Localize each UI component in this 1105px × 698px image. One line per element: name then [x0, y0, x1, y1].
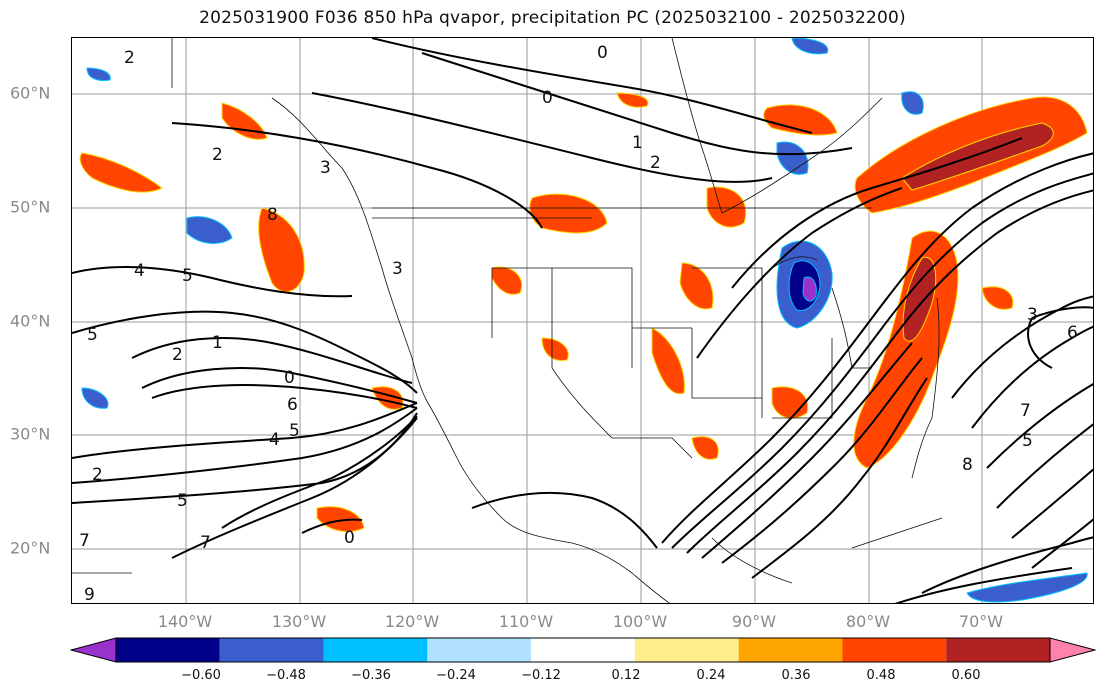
contour-label: 1	[212, 333, 223, 353]
lat-label-50n: 50°N	[10, 197, 51, 217]
colorbar-tick-label: 0.36	[781, 668, 811, 683]
contour-label: 8	[267, 205, 278, 225]
lon-label-130w: 130°W	[271, 612, 327, 631]
lon-label-110w: 110°W	[498, 612, 554, 631]
contour-label: 6	[1067, 323, 1078, 343]
contour-label: 2	[650, 153, 661, 173]
colorbar-outline	[115, 637, 1051, 663]
colorbar-segment	[738, 638, 843, 662]
contour-label: 5	[87, 325, 98, 345]
contour-label: 5	[1022, 431, 1033, 451]
lon-label-140w: 140°W	[157, 612, 213, 631]
lat-label-40n: 40°N	[10, 311, 51, 331]
map-canvas: 0 2 4 5 1 0 2 3 1 2 5 8 2 0 6 5 4 2 5 7 …	[72, 38, 1093, 604]
contour-label: 5	[182, 266, 193, 286]
contour-label: 5	[289, 421, 300, 441]
colorbar-extend-high	[1049, 637, 1096, 663]
contour-label: 7	[79, 531, 90, 551]
colorbar-segment	[634, 638, 739, 662]
lon-label-90w: 90°W	[731, 612, 777, 631]
lon-label-100w: 100°W	[612, 612, 668, 631]
contour-label: 2	[212, 145, 223, 165]
contour-label: 5	[177, 491, 188, 511]
colorbar-tick-label: 0.12	[611, 668, 641, 683]
contour-label: 7	[200, 533, 211, 553]
colorbar-segment	[946, 638, 1050, 662]
colorbar-segment	[116, 638, 220, 662]
contour-label: 2	[92, 465, 103, 485]
contour-label: 0	[344, 528, 355, 548]
contour-label: 9	[84, 585, 95, 604]
contour-label: 4	[134, 261, 145, 281]
colorbar-segment	[427, 638, 532, 662]
lat-label-60n: 60°N	[10, 83, 51, 103]
colorbar-tick-label: 0.60	[951, 668, 981, 683]
contour-label: 3	[1027, 305, 1038, 325]
colorbar-segment	[323, 638, 428, 662]
contour-label: 2	[124, 48, 135, 68]
contour-label: 0	[542, 88, 553, 108]
lon-label-80w: 80°W	[845, 612, 891, 631]
lat-label-30n: 30°N	[10, 424, 51, 444]
colorbar-extend-low	[70, 637, 117, 663]
contour-label: 3	[392, 259, 403, 279]
contour-label: 7	[1020, 401, 1031, 421]
lon-label-70w: 70°W	[958, 612, 1004, 631]
colorbar-tick-label: −0.60	[181, 668, 221, 683]
colorbar-tick-label: 0.48	[866, 668, 896, 683]
colorbar	[70, 637, 1096, 663]
lat-label-20n: 20°N	[10, 538, 51, 558]
contour-label: 1	[632, 133, 643, 153]
colorbar-segment	[842, 638, 947, 662]
lon-label-120w: 120°W	[384, 612, 440, 631]
contour-label: 8	[962, 455, 973, 475]
colorbar-tick-label: 0.24	[696, 668, 726, 683]
map-title: 2025031900 F036 850 hPa qvapor, precipit…	[199, 8, 906, 28]
qvapor-contours	[72, 38, 1093, 603]
colorbar-tick-label: −0.24	[436, 668, 476, 683]
contour-label: 6	[287, 395, 298, 415]
map-panel: 0 2 4 5 1 0 2 3 1 2 5 8 2 0 6 5 4 2 5 7 …	[71, 37, 1094, 604]
contour-label: 2	[172, 345, 183, 365]
colorbar-tick-label: −0.48	[266, 668, 306, 683]
contour-labels: 0 2 4 5 1 0 2 3 1 2 5 8 2 0 6 5 4 2 5 7 …	[79, 43, 1078, 604]
colorbar-tick-label: −0.12	[521, 668, 561, 683]
contour-label: 0	[284, 368, 295, 388]
contour-label: 0	[597, 43, 608, 63]
contour-label: 3	[320, 158, 331, 178]
colorbar-segment	[531, 638, 635, 662]
graticule	[72, 38, 1093, 603]
colorbar-tick-label: −0.36	[351, 668, 391, 683]
colorbar-segment	[219, 638, 324, 662]
contour-label: 4	[269, 430, 280, 450]
